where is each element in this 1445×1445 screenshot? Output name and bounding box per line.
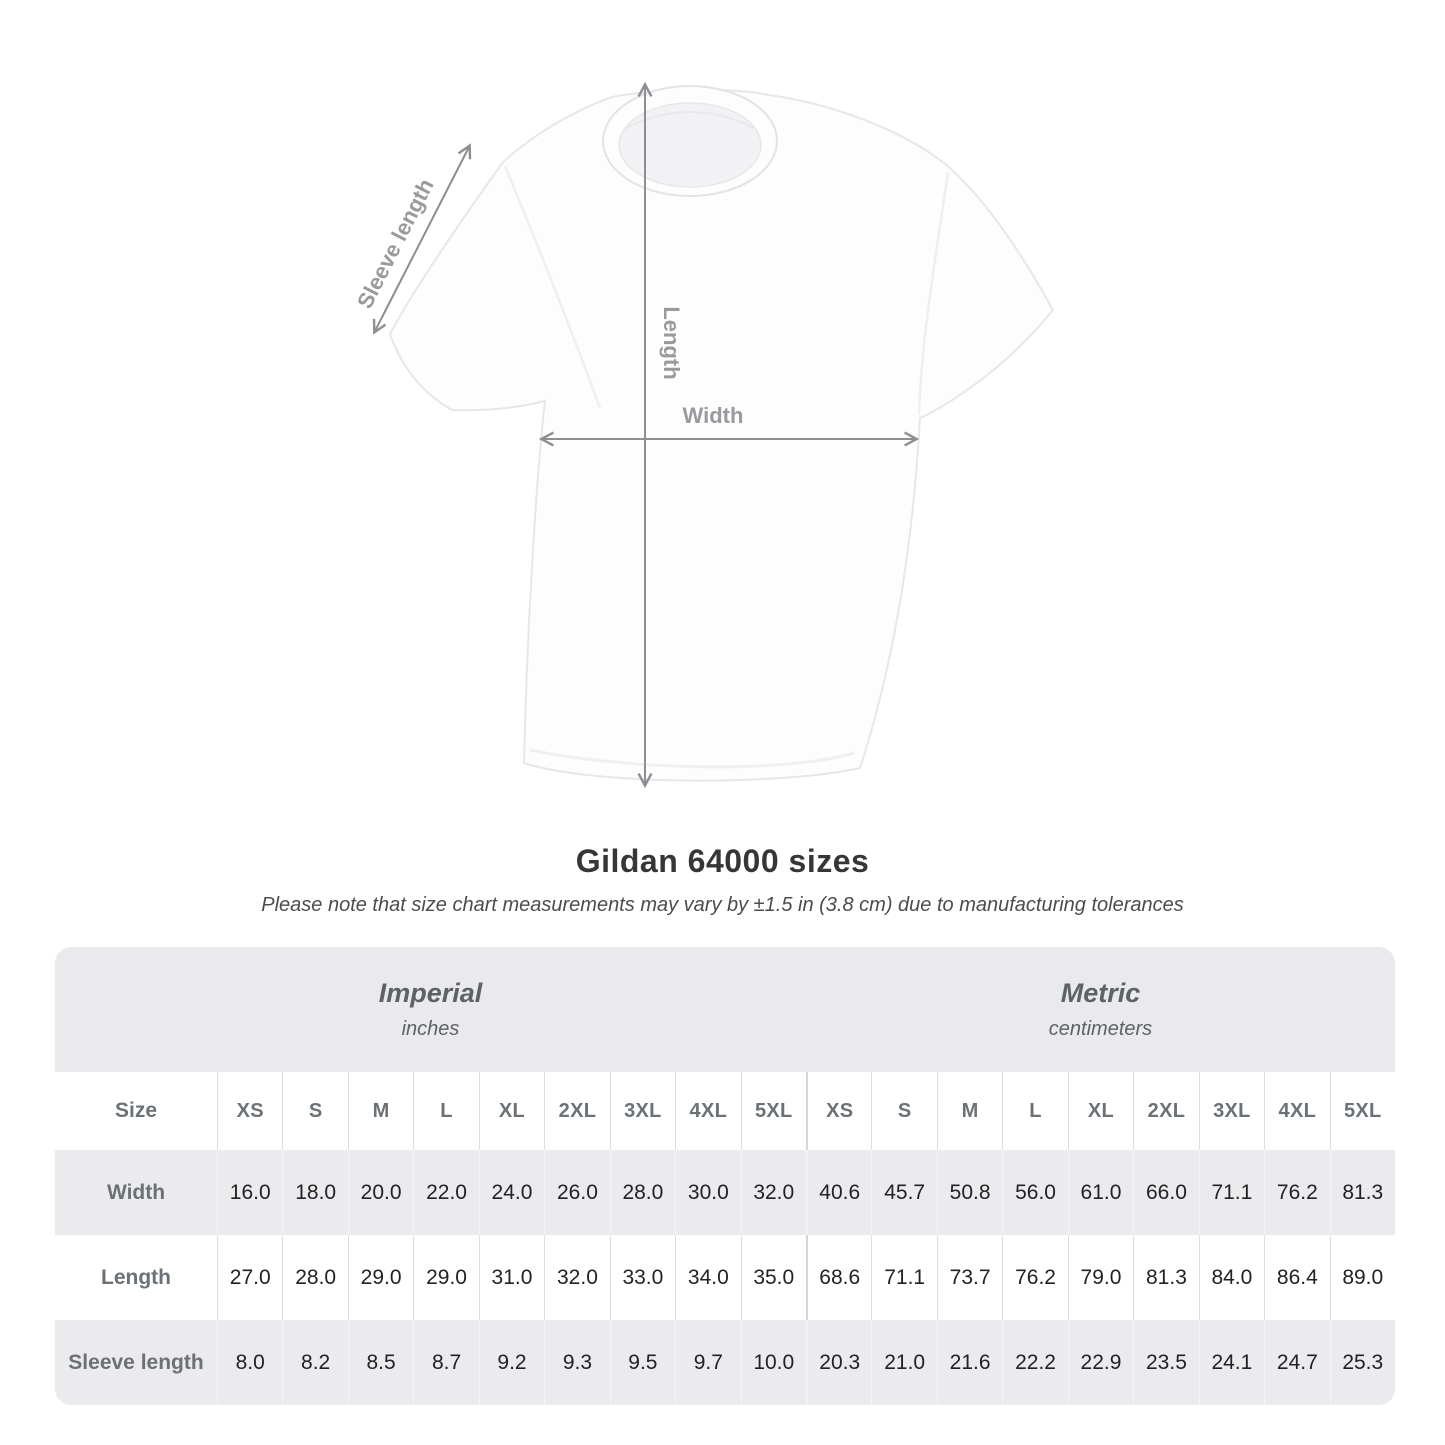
metric-value-cell: 73.7: [936, 1235, 1003, 1320]
length-label: Length: [659, 306, 684, 379]
page-title: Gildan 64000 sizes: [575, 843, 870, 879]
metric-value-cell: 81.3: [1329, 1150, 1395, 1235]
metric-value-cell: 71.1: [1198, 1150, 1265, 1235]
metric-value-cell: 84.0: [1198, 1235, 1265, 1320]
metric-size-header-4xl: 4XL: [1264, 1072, 1330, 1150]
imperial-value-cell: 26.0: [544, 1150, 610, 1235]
metric-group-header: Metric centimeters: [805, 947, 1395, 1072]
imperial-value-cell: 8.2: [282, 1320, 348, 1405]
metric-value-cell: 25.3: [1329, 1320, 1395, 1405]
metric-size-header-2xl: 2XL: [1133, 1072, 1199, 1150]
sleeve-length-arrow: [375, 147, 469, 331]
metric-group-title: Metric: [1060, 978, 1141, 1008]
metric-size-header-5xl: 5XL: [1329, 1072, 1395, 1150]
row-label: Width: [55, 1150, 217, 1235]
size-chart-grid: Imperial inches Metric centimeters Size X…: [55, 947, 1395, 1405]
metric-value-cell: 40.6: [805, 1150, 872, 1235]
imperial-value-cell: 34.0: [675, 1235, 741, 1320]
imperial-value-cell: 18.0: [282, 1150, 348, 1235]
metric-value-cell: 56.0: [1002, 1150, 1068, 1235]
imperial-value-cell: 9.3: [544, 1320, 610, 1405]
imperial-group-unit: inches: [401, 1018, 460, 1040]
size-row-label: Size: [55, 1072, 217, 1150]
metric-value-cell: 89.0: [1329, 1235, 1395, 1320]
imperial-value-cell: 32.0: [544, 1235, 610, 1320]
metric-value-cell: 24.7: [1264, 1320, 1330, 1405]
tshirt-shape: [388, 85, 1055, 782]
metric-group-unit: centimeters: [1048, 1018, 1153, 1040]
imperial-value-cell: 10.0: [740, 1320, 806, 1405]
metric-value-cell: 50.8: [936, 1150, 1003, 1235]
metric-size-header-xs: XS: [805, 1072, 872, 1150]
metric-value-cell: 76.2: [1002, 1235, 1068, 1320]
metric-value-cell: 20.3: [805, 1320, 872, 1405]
imperial-value-cell: 24.0: [478, 1150, 545, 1235]
metric-value-cell: 76.2: [1264, 1150, 1330, 1235]
imperial-value-cell: 22.0: [413, 1150, 479, 1235]
imperial-size-header-xs: XS: [217, 1072, 283, 1150]
imperial-value-cell: 9.2: [478, 1320, 545, 1405]
metric-size-header-l: L: [1002, 1072, 1068, 1150]
collar-opening: [618, 102, 762, 188]
imperial-value-cell: 9.7: [675, 1320, 741, 1405]
row-label: Sleeve length: [55, 1320, 217, 1405]
row-label: Length: [55, 1235, 217, 1320]
imperial-value-cell: 8.5: [347, 1320, 414, 1405]
metric-value-cell: 66.0: [1133, 1150, 1199, 1235]
metric-value-cell: 22.9: [1067, 1320, 1134, 1405]
imperial-value-cell: 35.0: [740, 1235, 806, 1320]
metric-size-header-3xl: 3XL: [1198, 1072, 1265, 1150]
size-chart-table: Imperial inches Metric centimeters Size X…: [55, 947, 1395, 1405]
imperial-size-header-s: S: [282, 1072, 348, 1150]
imperial-value-cell: 28.0: [609, 1150, 676, 1235]
metric-value-cell: 22.2: [1002, 1320, 1068, 1405]
metric-value-cell: 45.7: [871, 1150, 937, 1235]
width-label: Width: [683, 403, 744, 428]
imperial-size-header-5xl: 5XL: [740, 1072, 806, 1150]
imperial-size-header-3xl: 3XL: [609, 1072, 676, 1150]
metric-value-cell: 86.4: [1264, 1235, 1330, 1320]
imperial-group-header: Imperial inches: [55, 947, 806, 1072]
tshirt-illustration: Width Length Sleeve length: [352, 0, 1055, 820]
metric-size-header-s: S: [871, 1072, 937, 1150]
imperial-value-cell: 27.0: [217, 1235, 283, 1320]
metric-value-cell: 68.6: [805, 1235, 872, 1320]
imperial-size-header-m: M: [347, 1072, 414, 1150]
metric-value-cell: 81.3: [1133, 1235, 1199, 1320]
imperial-group-title: Imperial: [378, 978, 483, 1008]
metric-size-header-m: M: [936, 1072, 1003, 1150]
imperial-value-cell: 29.0: [413, 1235, 479, 1320]
metric-size-header-xl: XL: [1067, 1072, 1134, 1150]
metric-value-cell: 79.0: [1067, 1235, 1134, 1320]
imperial-value-cell: 16.0: [217, 1150, 283, 1235]
metric-value-cell: 23.5: [1133, 1320, 1199, 1405]
metric-value-cell: 21.6: [936, 1320, 1003, 1405]
tolerance-note: Please note that size chart measurements…: [261, 894, 1184, 916]
imperial-size-header-xl: XL: [478, 1072, 545, 1150]
imperial-value-cell: 29.0: [347, 1235, 414, 1320]
imperial-value-cell: 20.0: [347, 1150, 414, 1235]
imperial-value-cell: 30.0: [675, 1150, 741, 1235]
metric-value-cell: 24.1: [1198, 1320, 1265, 1405]
imperial-size-header-l: L: [413, 1072, 479, 1150]
title-block: Gildan 64000 sizes Please note that size…: [0, 843, 1445, 917]
metric-value-cell: 61.0: [1067, 1150, 1134, 1235]
imperial-value-cell: 8.7: [413, 1320, 479, 1405]
imperial-value-cell: 8.0: [217, 1320, 283, 1405]
tshirt-diagram: Width Length Sleeve length: [352, 0, 1055, 820]
metric-value-cell: 71.1: [871, 1235, 937, 1320]
imperial-size-header-2xl: 2XL: [544, 1072, 610, 1150]
imperial-value-cell: 31.0: [478, 1235, 545, 1320]
imperial-value-cell: 9.5: [609, 1320, 676, 1405]
imperial-size-header-4xl: 4XL: [675, 1072, 741, 1150]
imperial-value-cell: 28.0: [282, 1235, 348, 1320]
imperial-value-cell: 33.0: [609, 1235, 676, 1320]
metric-value-cell: 21.0: [871, 1320, 937, 1405]
imperial-value-cell: 32.0: [740, 1150, 806, 1235]
